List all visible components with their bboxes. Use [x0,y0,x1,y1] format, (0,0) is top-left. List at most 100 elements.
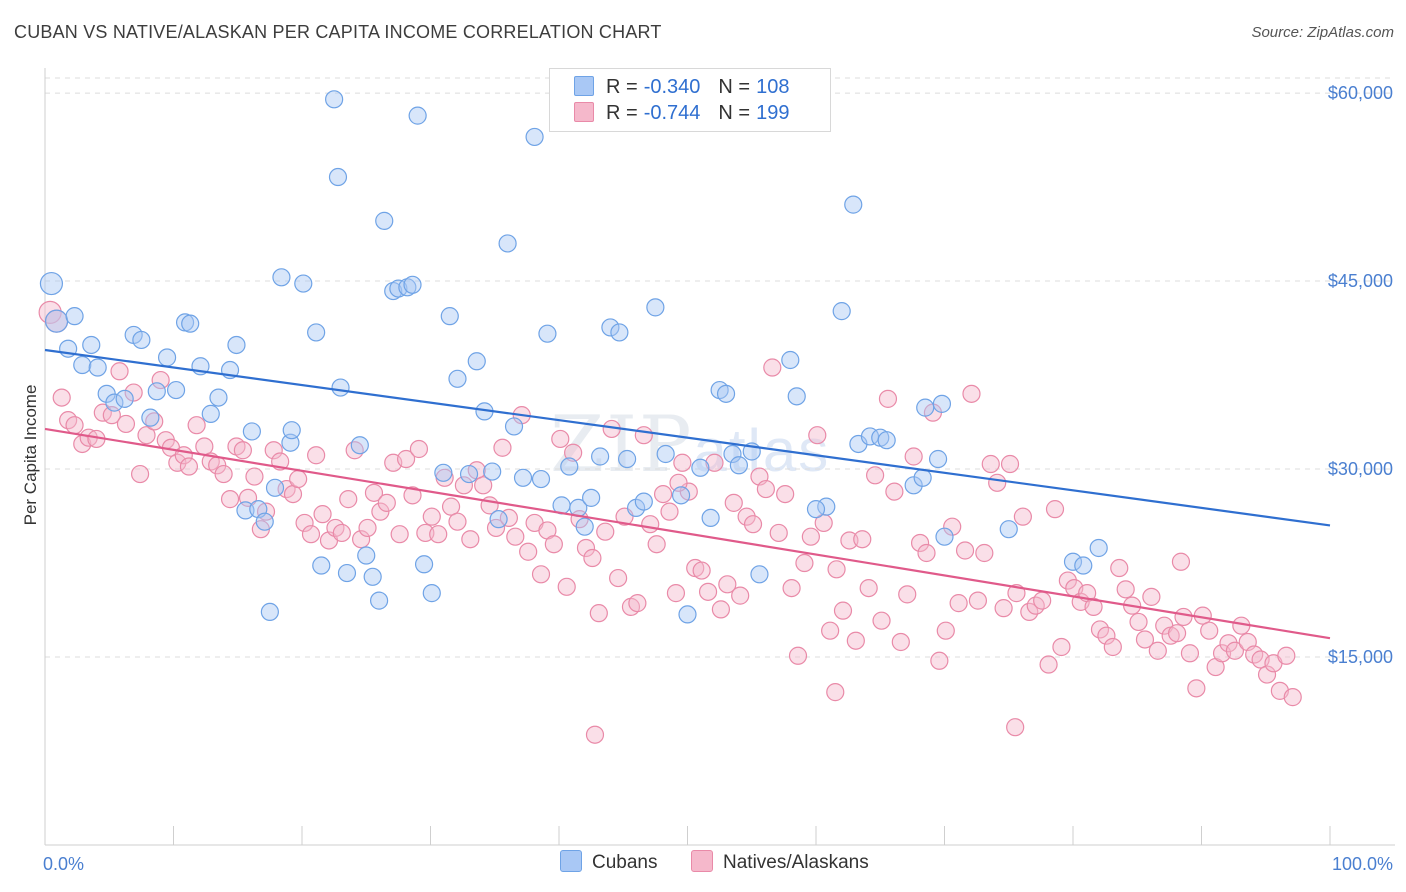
cuban-point [65,307,84,326]
native-point [930,651,949,670]
native-point [307,446,326,465]
native-point [756,479,775,499]
native-point [544,535,563,554]
cuban-point [147,382,166,401]
native-point [1167,624,1187,643]
native-point [904,447,923,466]
cuban-point [575,517,594,536]
cuban-point [844,195,863,214]
cuban-point [115,389,134,408]
legend-n-label: N = [718,102,751,124]
native-point [1039,655,1058,674]
legend-row-natives: R = -0.744 N = 199 [574,102,789,126]
cuban-point [242,422,261,441]
legend-n-value: 199 [756,102,790,124]
native-point [885,482,904,501]
cuban-point [434,463,453,482]
native-point [301,525,321,544]
chart-title: CUBAN VS NATIVE/ALASKAN PER CAPITA INCOM… [14,22,662,42]
cuban-point [678,605,697,624]
cuban-point [255,512,274,531]
native-point [1116,580,1135,599]
native-point [506,527,525,546]
natives-points [38,300,1302,744]
cuban-point [781,350,800,370]
cuban-point [646,298,665,317]
native-point [898,585,917,604]
native-point [692,561,711,580]
native-point [826,683,845,702]
y-tick-label: $15,000 [1328,647,1393,667]
cuban-point [525,127,544,147]
native-point [1148,641,1167,660]
native-point [585,725,605,744]
cuban-point [328,167,348,187]
native-point [1135,630,1155,649]
correlation-legend: R = -0.340 N = 108 R = -0.744 N = 199 [549,68,831,132]
native-point [743,515,763,534]
native-point [666,584,686,603]
legend-row-cubans: R = -0.340 N = 108 [574,76,789,100]
native-point [647,535,666,554]
native-point [295,513,314,533]
native-point [634,426,653,445]
legend-swatch-cubans [574,76,594,96]
cuban-point [467,352,486,371]
native-point [1142,587,1161,606]
native-point [731,586,750,605]
cuban-point [489,510,508,529]
native-point [1097,626,1116,645]
bottom-legend-swatch-natives [691,850,713,872]
native-point [1283,688,1302,707]
cuban-point [325,90,344,109]
native-point [936,621,955,640]
native-point [519,542,538,561]
native-point [1084,597,1103,616]
native-point [1200,621,1219,640]
native-point [1013,507,1032,526]
native-point [891,632,910,652]
native-point [283,484,303,504]
native-point [917,543,936,563]
native-point [124,383,143,402]
cuban-point [618,449,637,469]
cuban-point [141,408,160,427]
cuban-point [483,462,502,481]
x-tick-label: 100.0% [1332,854,1393,874]
native-point [1171,552,1191,571]
native-point [763,358,782,377]
cuban-point [357,546,376,565]
native-point [345,441,364,460]
cuban-point [913,468,932,487]
native-point [853,530,872,549]
cuban-point [928,449,948,469]
native-point [962,384,981,403]
cuban-point [591,447,610,466]
cuban-point [459,464,479,484]
cuban-point [916,398,935,417]
y-tick-label: $45,000 [1328,271,1393,291]
chart-source: Source: ZipAtlas.com [1251,24,1394,41]
cuban-point [701,508,720,528]
y-tick-label: $30,000 [1328,459,1393,479]
cuban-point [935,527,954,546]
bottom-legend-label-cubans: Cubans [592,852,658,873]
native-point [364,483,384,502]
cuban-point [716,384,736,403]
native-point [975,543,994,563]
native-point [968,591,988,610]
cuban-point [440,307,459,326]
native-point [878,389,898,408]
native-point [1174,607,1193,627]
native-point [52,388,71,407]
cuban-point [610,323,629,342]
cuban-point [331,378,350,397]
native-point [116,414,136,434]
native-point [1045,500,1065,519]
native-point [1058,571,1077,590]
cuban-point [414,555,434,574]
native-point [461,530,480,549]
cuban-point [656,444,675,464]
native-point [795,553,814,573]
cuban-point [166,380,186,400]
